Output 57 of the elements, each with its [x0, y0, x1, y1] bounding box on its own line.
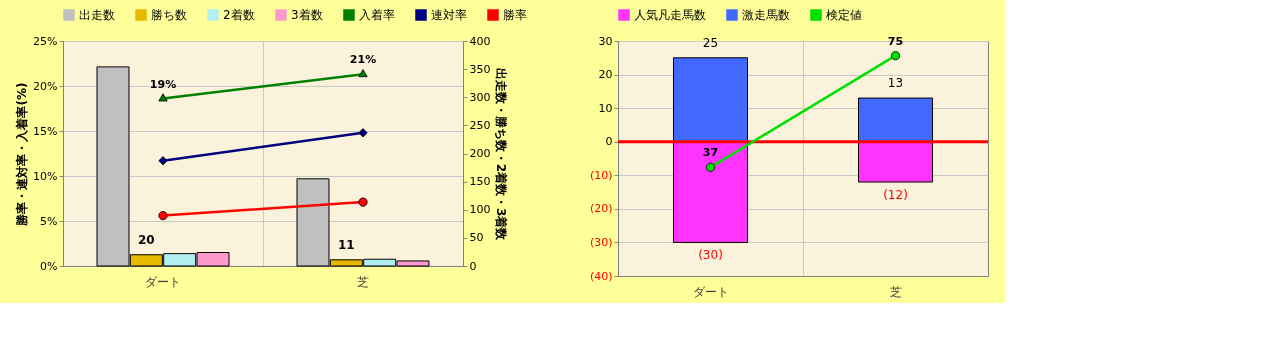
- y-tick-label: 25%: [33, 34, 58, 48]
- y2-tick-label: 200: [469, 147, 491, 160]
- y2-tick-label: 250: [469, 118, 491, 132]
- legend-label: 入着率: [359, 8, 395, 22]
- y-tick-label: 5%: [40, 214, 58, 228]
- y2-tick-label: 400: [469, 34, 491, 48]
- y2-tick-label: 150: [469, 175, 491, 189]
- bar: [673, 141, 748, 243]
- legend-label: 3着数: [291, 8, 323, 22]
- data-label: 13: [887, 76, 904, 91]
- legend-label: 出走数: [79, 8, 115, 22]
- data-label: (30): [698, 248, 723, 263]
- x-tick-label: 芝: [889, 284, 902, 299]
- data-label: 11: [337, 237, 355, 252]
- data-label: 25: [702, 35, 719, 50]
- x-tick-label: ダート: [145, 274, 181, 289]
- data-label: 75: [887, 34, 904, 48]
- legend-label: 連対率: [431, 8, 467, 22]
- legend-label: 勝ち数: [151, 8, 187, 22]
- y-tick-label: 0%: [40, 259, 58, 273]
- point: [158, 211, 168, 221]
- y-tick-label: (10): [589, 168, 613, 182]
- point: [358, 197, 368, 207]
- y2-tick-label: 350: [469, 62, 491, 76]
- y-tick-label: 15%: [33, 124, 58, 138]
- legend-label: 検定値: [826, 8, 862, 22]
- data-label: 21%: [349, 53, 377, 67]
- y-tick-label: 20%: [33, 79, 58, 93]
- data-label: (12): [883, 188, 908, 202]
- y-tick-label: 0: [605, 135, 613, 149]
- y-axis-title: 勝率・連対率・入着率(%): [15, 82, 30, 227]
- y-tick-label: 20: [598, 68, 613, 82]
- y2-axis-title: 出走数・勝ち数・2着数・3着数: [494, 67, 509, 242]
- bar: [673, 57, 748, 143]
- legend-label: 人気凡走馬数: [634, 8, 706, 22]
- x-tick-label: 芝: [357, 274, 369, 289]
- legend-label: 激走馬数: [742, 8, 790, 22]
- data-label: 37: [702, 146, 719, 160]
- x-tick-label: ダート: [692, 284, 729, 299]
- y2-tick-label: 100: [469, 203, 491, 217]
- y-tick-label: 10%: [33, 169, 58, 183]
- y-tick-label: 30: [598, 34, 613, 48]
- y-tick-label: (40): [589, 269, 613, 283]
- bar: [858, 141, 933, 183]
- y2-tick-label: 50: [469, 231, 484, 245]
- bar: [858, 97, 933, 143]
- y2-tick-label: 0: [469, 259, 477, 273]
- y-tick-label: 10: [598, 101, 613, 115]
- legend-label: 2着数: [223, 8, 255, 22]
- point: [358, 128, 368, 138]
- y-tick-label: (20): [589, 202, 613, 216]
- y-tick-label: (30): [589, 235, 613, 249]
- legend-label: 勝率: [503, 8, 527, 22]
- point: [158, 156, 168, 166]
- data-label: 19%: [149, 77, 177, 91]
- data-label: 20: [137, 232, 155, 247]
- y2-tick-label: 300: [469, 90, 491, 104]
